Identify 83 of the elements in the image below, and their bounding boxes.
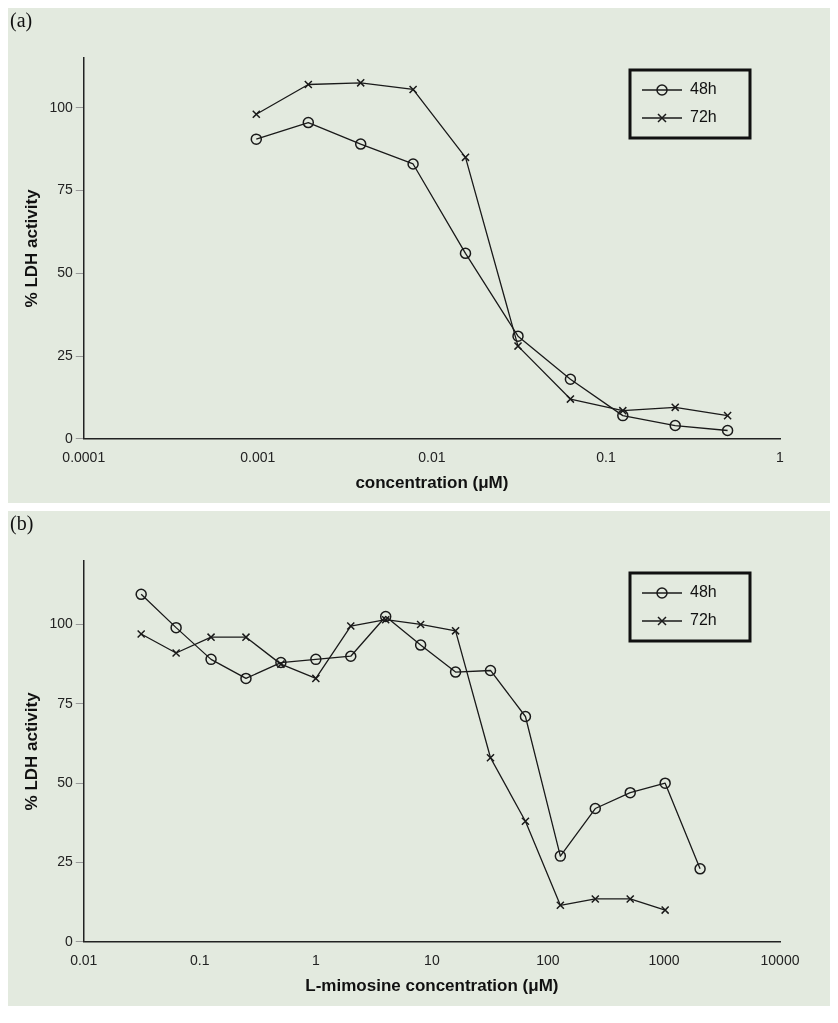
- point: [310, 653, 322, 666]
- point: [135, 588, 147, 601]
- point: [459, 247, 472, 260]
- point: [566, 394, 575, 404]
- x-tick-label: 1: [776, 449, 785, 466]
- point: [136, 629, 146, 639]
- x-axis-title: L-mimosine concentration (μM): [305, 976, 559, 996]
- point: [408, 85, 418, 94]
- point: [356, 78, 365, 88]
- y-tick-label: 75: [57, 181, 73, 198]
- point: [206, 632, 216, 642]
- point: [512, 330, 524, 342]
- chart-title: (b): [10, 512, 34, 536]
- point: [449, 666, 462, 678]
- point: [670, 403, 680, 412]
- point: [521, 816, 530, 826]
- point: [519, 710, 532, 723]
- point: [416, 620, 425, 629]
- point: [486, 753, 495, 763]
- point: [669, 419, 681, 432]
- point: [250, 133, 263, 145]
- x-axis-title: concentration (μM): [355, 473, 509, 493]
- point: [461, 153, 470, 162]
- point: [354, 138, 367, 150]
- point: [241, 632, 251, 642]
- point: [617, 409, 629, 422]
- x-tick-label: 1: [311, 952, 320, 969]
- legend-label: 48h: [690, 583, 717, 601]
- y-tick-label: 25: [57, 853, 73, 870]
- x-tick-label: 0.0001: [62, 449, 106, 466]
- point: [624, 786, 636, 799]
- y-tick-label: 25: [57, 346, 73, 363]
- point: [252, 110, 261, 119]
- point: [484, 664, 497, 677]
- point: [618, 406, 628, 415]
- x-tick-label: 10: [424, 952, 440, 969]
- x-tick-label: 0.01: [418, 449, 446, 466]
- legend-label: 72h: [690, 108, 717, 126]
- legend-label: 72h: [690, 611, 717, 629]
- point: [723, 411, 732, 420]
- y-tick-label: 0: [64, 429, 73, 446]
- point: [589, 802, 602, 815]
- point: [556, 901, 565, 910]
- point: [414, 639, 427, 651]
- point: [170, 621, 182, 634]
- x-tick-label: 0.01: [70, 952, 98, 969]
- y-tick-label: 75: [57, 694, 73, 711]
- point: [513, 341, 523, 351]
- point: [721, 424, 734, 437]
- y-tick-label: 100: [49, 98, 73, 115]
- point: [311, 674, 321, 683]
- y-tick-label: 100: [49, 615, 73, 632]
- y-tick-label: 50: [57, 264, 73, 281]
- point: [407, 158, 419, 170]
- y-tick-label: 50: [57, 773, 73, 790]
- y-tick-label: 0: [64, 932, 73, 949]
- x-tick-label: 0.1: [190, 952, 210, 969]
- point: [240, 672, 252, 685]
- point: [591, 894, 600, 904]
- point: [660, 905, 670, 915]
- point: [346, 621, 356, 631]
- x-tick-label: 1000: [648, 952, 680, 969]
- point: [451, 626, 460, 636]
- point: [564, 373, 577, 385]
- legend-label: 48h: [690, 80, 717, 98]
- point: [205, 653, 217, 666]
- point: [302, 116, 315, 129]
- x-tick-label: 0.1: [596, 449, 616, 466]
- chart-title: (a): [10, 9, 33, 33]
- point: [304, 80, 313, 89]
- point: [379, 610, 392, 623]
- y-axis-title: % LDH activity: [21, 691, 41, 811]
- x-tick-label: 10000: [760, 952, 800, 969]
- point: [694, 863, 706, 875]
- point: [381, 615, 390, 624]
- x-tick-label: 100: [536, 952, 560, 969]
- point: [171, 648, 181, 658]
- x-tick-label: 0.001: [240, 449, 276, 466]
- point: [554, 850, 567, 862]
- y-axis-title: % LDH activity: [21, 188, 41, 308]
- point: [345, 650, 357, 662]
- point: [625, 894, 635, 904]
- point: [659, 777, 671, 789]
